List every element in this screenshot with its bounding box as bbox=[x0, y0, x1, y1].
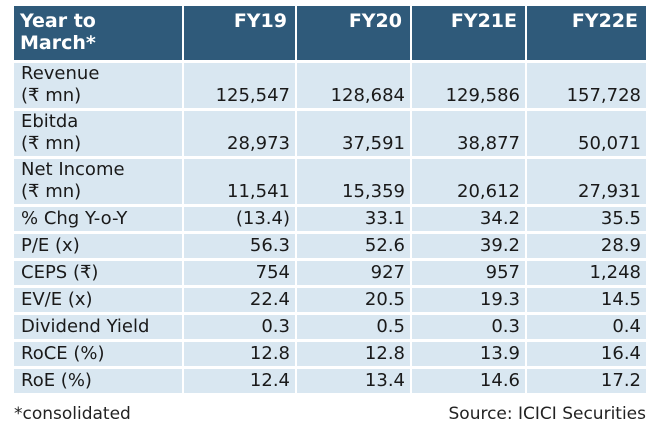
value-cell: 125,547 bbox=[184, 60, 297, 108]
table-row: % Chg Y-o-Y (13.4) 33.1 34.2 35.5 bbox=[14, 204, 646, 231]
value-cell: 13.9 bbox=[412, 339, 527, 366]
row-label: CEPS (₹) bbox=[14, 258, 184, 285]
value-cell: 12.4 bbox=[184, 366, 297, 393]
header-year: FY21E bbox=[412, 6, 527, 60]
table-row: RoE (%) 12.4 13.4 14.6 17.2 bbox=[14, 366, 646, 393]
table-row: Revenue (₹ mn) 125,547 128,684 129,586 15… bbox=[14, 60, 646, 108]
value-cell: 27,931 bbox=[527, 156, 646, 204]
value-cell: 1,248 bbox=[527, 258, 646, 285]
value-cell: 28.9 bbox=[527, 231, 646, 258]
value-cell: 128,684 bbox=[297, 60, 412, 108]
row-label: RoE (%) bbox=[14, 366, 184, 393]
value-cell: 15,359 bbox=[297, 156, 412, 204]
value-cell: (13.4) bbox=[184, 204, 297, 231]
value-cell: 38,877 bbox=[412, 108, 527, 156]
row-label: Dividend Yield bbox=[14, 312, 184, 339]
value-cell: 28,973 bbox=[184, 108, 297, 156]
header-label-cell: Year to March* bbox=[14, 6, 184, 60]
header-year: FY22E bbox=[527, 6, 646, 60]
value-cell: 0.3 bbox=[412, 312, 527, 339]
table-row: Net Income (₹ mn) 11,541 15,359 20,612 27… bbox=[14, 156, 646, 204]
value-cell: 19.3 bbox=[412, 285, 527, 312]
source-credit: Source: ICICI Securities bbox=[448, 404, 647, 424]
row-label: Ebitda (₹ mn) bbox=[14, 108, 184, 156]
value-cell: 17.2 bbox=[527, 366, 646, 393]
table-footer: *consolidated Source: ICICI Securities bbox=[14, 404, 646, 428]
financials-table-container: Year to March* FY19 FY20 FY21E FY22E Reve… bbox=[14, 6, 646, 393]
value-cell: 37,591 bbox=[297, 108, 412, 156]
row-label: RoCE (%) bbox=[14, 339, 184, 366]
value-cell: 14.5 bbox=[527, 285, 646, 312]
row-label-line1: Net Income bbox=[21, 159, 125, 180]
value-cell: 11,541 bbox=[184, 156, 297, 204]
header-label-line2: March* bbox=[20, 32, 96, 54]
value-cell: 12.8 bbox=[297, 339, 412, 366]
row-label: Net Income (₹ mn) bbox=[14, 156, 184, 204]
table-row: P/E (x) 56.3 52.6 39.2 28.9 bbox=[14, 231, 646, 258]
header-year: FY19 bbox=[184, 6, 297, 60]
value-cell: 20.5 bbox=[297, 285, 412, 312]
header-label-line1: Year to bbox=[20, 10, 96, 32]
table-row: RoCE (%) 12.8 12.8 13.9 16.4 bbox=[14, 339, 646, 366]
row-label-line1: Revenue bbox=[21, 63, 100, 84]
row-label: Revenue (₹ mn) bbox=[14, 60, 184, 108]
value-cell: 50,071 bbox=[527, 108, 646, 156]
value-cell: 35.5 bbox=[527, 204, 646, 231]
value-cell: 33.1 bbox=[297, 204, 412, 231]
table-row: Ebitda (₹ mn) 28,973 37,591 38,877 50,071 bbox=[14, 108, 646, 156]
value-cell: 0.4 bbox=[527, 312, 646, 339]
row-label-line2: (₹ mn) bbox=[21, 181, 82, 202]
table-row: Dividend Yield 0.3 0.5 0.3 0.4 bbox=[14, 312, 646, 339]
value-cell: 957 bbox=[412, 258, 527, 285]
value-cell: 52.6 bbox=[297, 231, 412, 258]
value-cell: 0.5 bbox=[297, 312, 412, 339]
row-label-line2: (₹ mn) bbox=[21, 85, 82, 106]
row-label-line1: Ebitda bbox=[21, 111, 79, 132]
value-cell: 129,586 bbox=[412, 60, 527, 108]
row-label: P/E (x) bbox=[14, 231, 184, 258]
financials-table: Year to March* FY19 FY20 FY21E FY22E Reve… bbox=[14, 6, 646, 393]
value-cell: 754 bbox=[184, 258, 297, 285]
value-cell: 16.4 bbox=[527, 339, 646, 366]
value-cell: 20,612 bbox=[412, 156, 527, 204]
value-cell: 0.3 bbox=[184, 312, 297, 339]
row-label-line2: (₹ mn) bbox=[21, 133, 82, 154]
value-cell: 22.4 bbox=[184, 285, 297, 312]
value-cell: 14.6 bbox=[412, 366, 527, 393]
value-cell: 39.2 bbox=[412, 231, 527, 258]
row-label: EV/E (x) bbox=[14, 285, 184, 312]
table-row: EV/E (x) 22.4 20.5 19.3 14.5 bbox=[14, 285, 646, 312]
value-cell: 13.4 bbox=[297, 366, 412, 393]
footnote: *consolidated bbox=[14, 404, 131, 424]
value-cell: 34.2 bbox=[412, 204, 527, 231]
row-label: % Chg Y-o-Y bbox=[14, 204, 184, 231]
value-cell: 56.3 bbox=[184, 231, 297, 258]
value-cell: 157,728 bbox=[527, 60, 646, 108]
header-year: FY20 bbox=[297, 6, 412, 60]
table-row: CEPS (₹) 754 927 957 1,248 bbox=[14, 258, 646, 285]
value-cell: 12.8 bbox=[184, 339, 297, 366]
value-cell: 927 bbox=[297, 258, 412, 285]
header-row: Year to March* FY19 FY20 FY21E FY22E bbox=[14, 6, 646, 60]
